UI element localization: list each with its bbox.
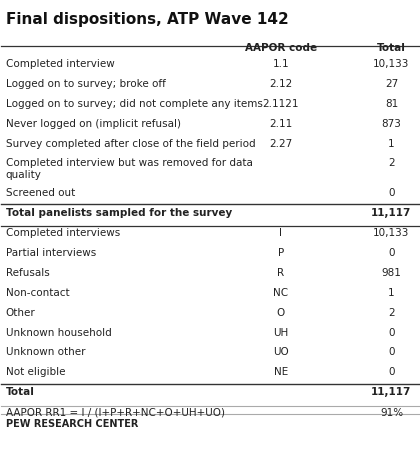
Text: Unknown household: Unknown household xyxy=(5,328,111,338)
Text: 27: 27 xyxy=(385,79,398,89)
Text: Non-contact: Non-contact xyxy=(5,288,69,298)
Text: 11,117: 11,117 xyxy=(371,207,412,217)
Text: O: O xyxy=(277,308,285,318)
Text: 2.11: 2.11 xyxy=(269,118,293,128)
Text: I: I xyxy=(279,228,282,238)
Text: NE: NE xyxy=(274,367,288,377)
Text: UO: UO xyxy=(273,347,289,357)
Text: Total: Total xyxy=(5,387,34,397)
Text: Logged on to survey; broke off: Logged on to survey; broke off xyxy=(5,79,165,89)
Text: P: P xyxy=(278,248,284,258)
Text: 1.1: 1.1 xyxy=(273,59,289,69)
Text: Completed interviews: Completed interviews xyxy=(5,228,120,238)
Text: Logged on to survey; did not complete any items: Logged on to survey; did not complete an… xyxy=(5,99,262,109)
Text: 2.12: 2.12 xyxy=(269,79,293,89)
Text: UH: UH xyxy=(273,328,289,338)
Text: Never logged on (implicit refusal): Never logged on (implicit refusal) xyxy=(5,118,181,128)
Text: 1: 1 xyxy=(388,138,395,148)
Text: R: R xyxy=(277,268,284,278)
Text: 2.1121: 2.1121 xyxy=(262,99,299,109)
Text: 11,117: 11,117 xyxy=(371,387,412,397)
Text: Screened out: Screened out xyxy=(5,188,75,198)
Text: Total: Total xyxy=(377,43,406,53)
Text: 0: 0 xyxy=(388,367,395,377)
Text: 0: 0 xyxy=(388,328,395,338)
Text: 2: 2 xyxy=(388,158,395,168)
Text: Final dispositions, ATP Wave 142: Final dispositions, ATP Wave 142 xyxy=(5,12,288,27)
Text: Not eligible: Not eligible xyxy=(5,367,65,377)
Text: AAPOR RR1 = I / (I+P+R+NC+O+UH+UO): AAPOR RR1 = I / (I+P+R+NC+O+UH+UO) xyxy=(5,408,225,418)
Text: 10,133: 10,133 xyxy=(373,59,410,69)
Text: 0: 0 xyxy=(388,188,395,198)
Text: Unknown other: Unknown other xyxy=(5,347,85,357)
Text: Total panelists sampled for the survey: Total panelists sampled for the survey xyxy=(5,207,232,217)
Text: Partial interviews: Partial interviews xyxy=(5,248,96,258)
Text: 91%: 91% xyxy=(380,408,403,418)
Text: Refusals: Refusals xyxy=(5,268,49,278)
Text: AAPOR code: AAPOR code xyxy=(245,43,317,53)
Text: 81: 81 xyxy=(385,99,398,109)
Text: 2: 2 xyxy=(388,308,395,318)
Text: Completed interview: Completed interview xyxy=(5,59,114,69)
Text: 981: 981 xyxy=(381,268,402,278)
Text: 873: 873 xyxy=(381,118,402,128)
Text: 1: 1 xyxy=(388,288,395,298)
Text: 2.27: 2.27 xyxy=(269,138,293,148)
Text: Completed interview but was removed for data
quality: Completed interview but was removed for … xyxy=(5,158,252,180)
Text: 10,133: 10,133 xyxy=(373,228,410,238)
Text: NC: NC xyxy=(273,288,289,298)
Text: PEW RESEARCH CENTER: PEW RESEARCH CENTER xyxy=(5,419,138,429)
Text: Other: Other xyxy=(5,308,35,318)
Text: 0: 0 xyxy=(388,248,395,258)
Text: Survey completed after close of the field period: Survey completed after close of the fiel… xyxy=(5,138,255,148)
Text: 0: 0 xyxy=(388,347,395,357)
